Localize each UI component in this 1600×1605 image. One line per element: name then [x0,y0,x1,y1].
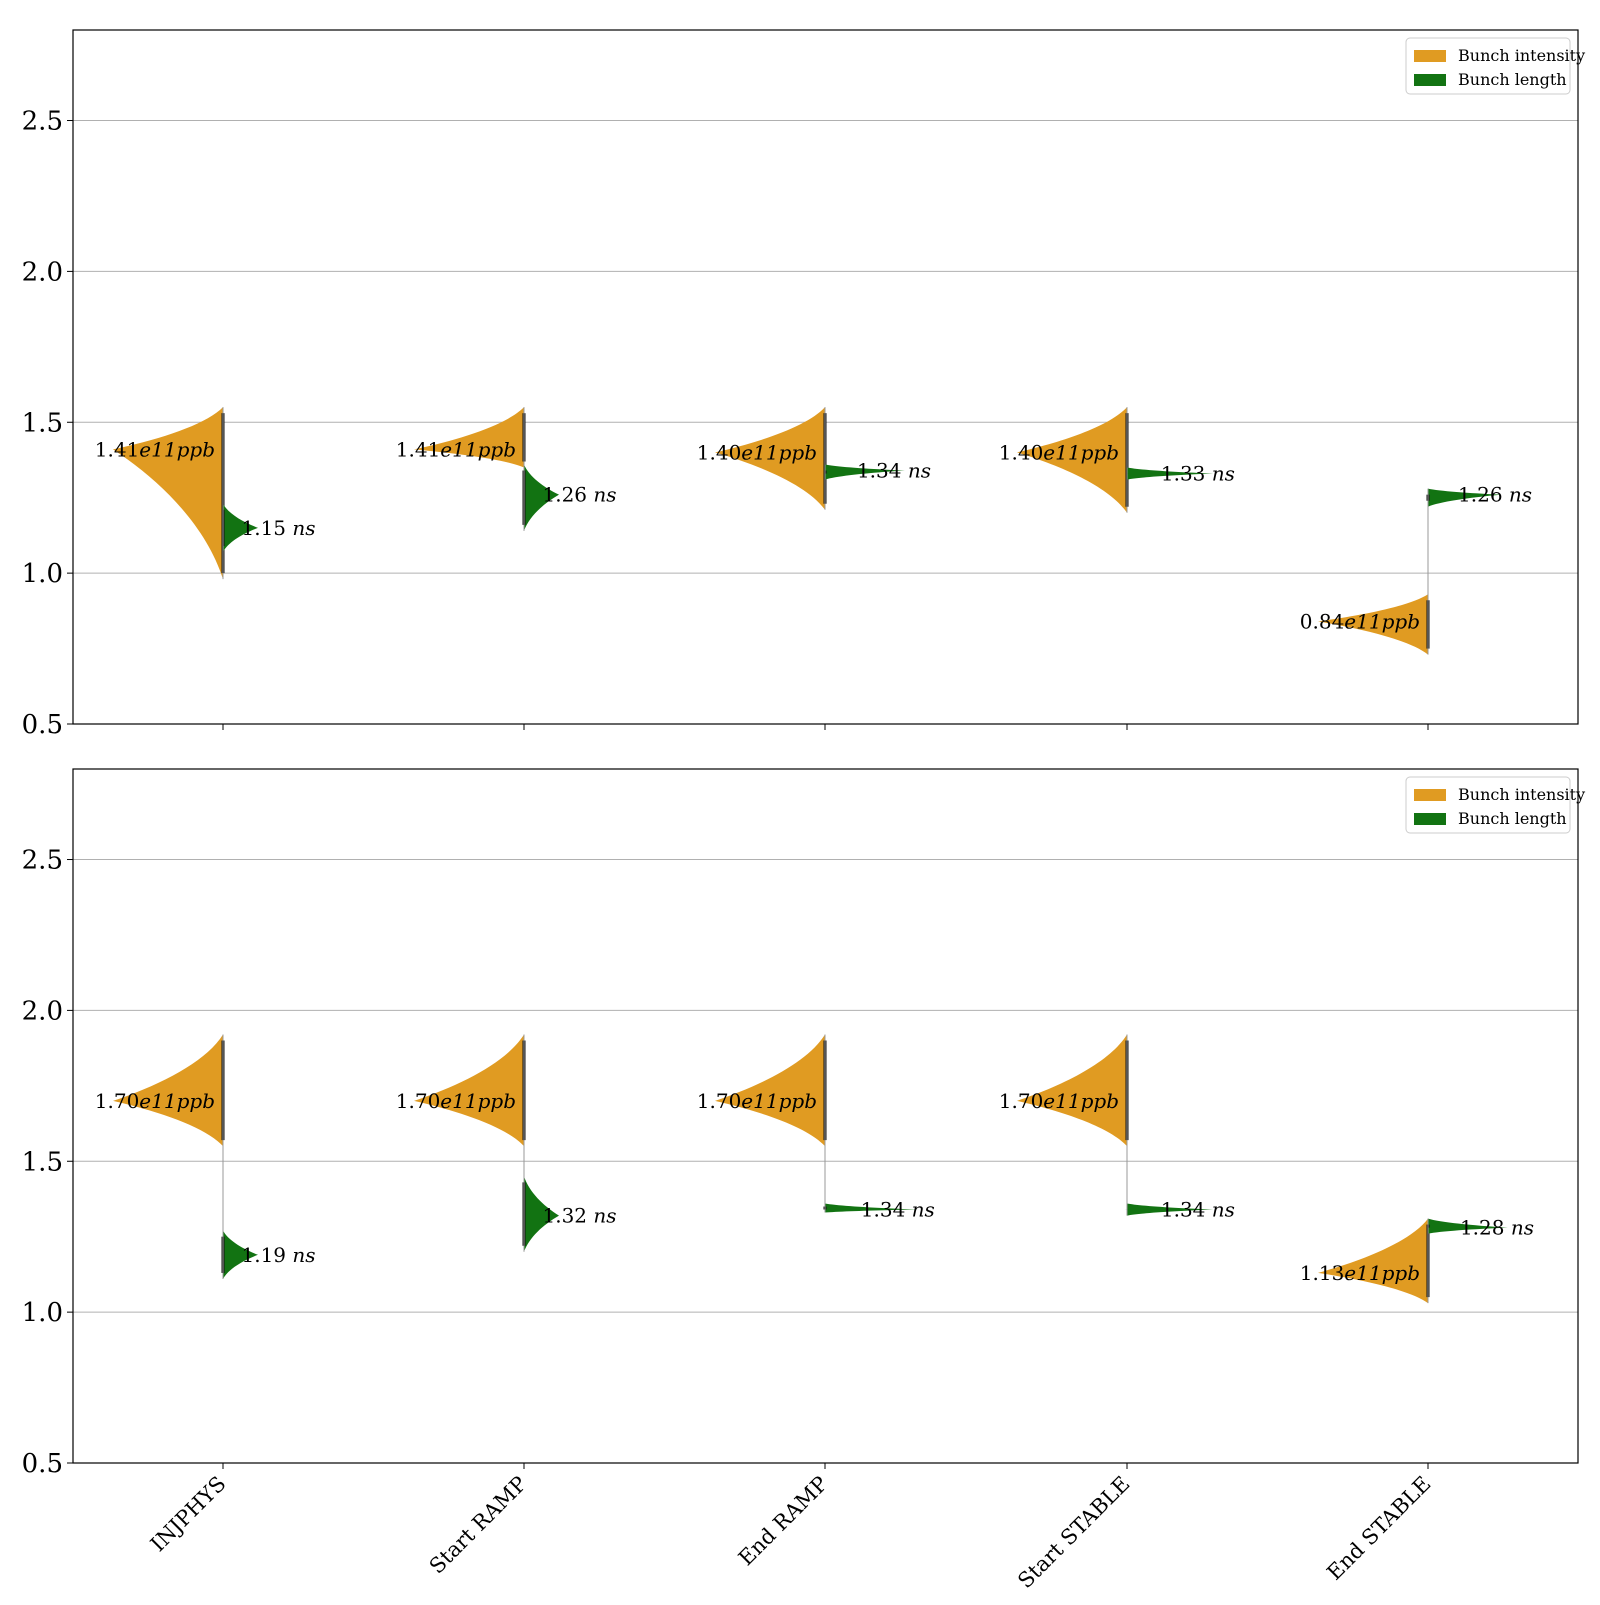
length-violin [223,503,258,553]
length-violin [1127,1203,1214,1216]
y-tick-label: 0.5 [22,710,63,740]
violin-value-label: 1.32 ns [543,1204,617,1228]
intensity-violin [1017,407,1127,513]
legend-box [1405,776,1571,834]
violin-group: 1.40e11ppb 1.33 ns [999,407,1235,513]
legend-label-length: Bunch length [1458,809,1567,828]
intensity-violin [1017,1034,1127,1147]
legend-swatch-length [1414,74,1446,86]
violin-group: 1.70e11ppb 1.32 ns [396,1034,617,1252]
violin-value-label: 1.70e11ppb [999,1089,1119,1113]
length-violin [524,464,559,531]
legend-swatch-intensity [1414,50,1446,62]
length-violin [825,464,905,480]
y-tick-label: 2.5 [22,846,63,876]
length-violin [825,1203,918,1213]
violin-value-label: 1.13e11ppb [1300,1261,1420,1285]
x-tick-label: Start RAMP [425,1472,532,1579]
legend: Bunch intensity Bunch length [1405,37,1585,95]
violin-group: 0.84e11ppb 1.26 ns [1300,483,1532,655]
y-tick-label: 2.5 [22,107,63,137]
violin-group: 1.70e11ppb 1.34 ns [697,1034,935,1222]
intensity-violin [113,1034,223,1147]
y-tick-label: 1.5 [22,1147,63,1177]
y-axis: 0.5 1.0 1.5 2.0 2.5 [22,107,73,740]
legend-swatch-intensity [1414,789,1446,801]
violin-value-label: 1.70e11ppb [396,1089,516,1113]
intensity-violin [715,1034,825,1147]
intensity-violin [414,1034,524,1147]
plot-frame [72,768,1579,1464]
legend-label-intensity: Bunch intensity [1458,785,1585,804]
length-violin [1428,488,1502,507]
legend-box [1405,37,1571,95]
x-tick-label: INJPHYS [146,1472,231,1557]
violin-group: 1.40e11ppb 1.34 ns [697,407,931,510]
violin-value-label: 1.70e11ppb [95,1089,215,1113]
plot-frame [72,29,1579,725]
x-tick-label: End STABLE [1322,1472,1435,1585]
violin-value-label: 1.28 ns [1460,1216,1534,1240]
y-axis: 0.5 1.0 1.5 2.0 2.5 [22,846,73,1479]
length-violin [1127,467,1214,480]
length-violin [1428,1218,1508,1234]
legend-swatch-length [1414,813,1446,825]
x-tick-label: End RAMP [734,1472,833,1571]
violin-group: 1.70e11ppb 1.19 ns [95,1034,316,1279]
violin-value-label: 1.19 ns [242,1243,316,1267]
intensity-violin [113,407,223,580]
legend-label-intensity: Bunch intensity [1458,46,1585,65]
length-violin [524,1176,559,1252]
legend: Bunch intensity Bunch length [1405,776,1585,834]
violin-value-label: 1.34 ns [857,459,931,483]
y-tick-label: 2.0 [22,257,63,287]
y-tick-label: 0.5 [22,1449,63,1479]
violin-value-label: 1.40e11ppb [999,440,1119,464]
violin-value-label: 1.41e11ppb [396,437,516,461]
intensity-violin [414,407,524,468]
y-tick-label: 2.0 [22,996,63,1026]
x-tick-label: Start STABLE [1013,1472,1134,1593]
intensity-violin [1318,1218,1428,1304]
legend-label-length: Bunch length [1458,70,1567,89]
y-tick-label: 1.0 [22,1298,63,1328]
violin-value-label: 1.26 ns [1458,483,1532,507]
violin-group: 1.70e11ppb 1.34 ns [999,1034,1235,1222]
violin-value-label: 1.34 ns [861,1198,935,1222]
violin-group: 1.13e11ppb 1.28 ns [1300,1216,1534,1304]
violin-value-label: 1.34 ns [1161,1198,1235,1222]
length-violin [223,1230,258,1279]
intensity-violin [1318,594,1428,655]
violin-value-label: 1.15 ns [242,516,316,540]
violin-group: 1.41e11ppb 1.26 ns [396,407,617,531]
violin-value-label: 0.84e11ppb [1300,609,1420,633]
intensity-violin [715,407,825,510]
violin-value-label: 1.70e11ppb [697,1089,817,1113]
violin-group: 1.41e11ppb 1.15 ns [95,407,316,580]
violin-value-label: 1.26 ns [543,483,617,507]
violin-value-label: 1.33 ns [1161,462,1235,486]
y-tick-label: 1.5 [22,408,63,438]
violin-value-label: 1.41e11ppb [95,437,215,461]
x-axis-labels: INJPHYS Start RAMP End RAMP Start STABLE End… [146,1472,1436,1593]
violin-value-label: 1.40e11ppb [697,440,817,464]
y-tick-label: 1.0 [22,559,63,589]
